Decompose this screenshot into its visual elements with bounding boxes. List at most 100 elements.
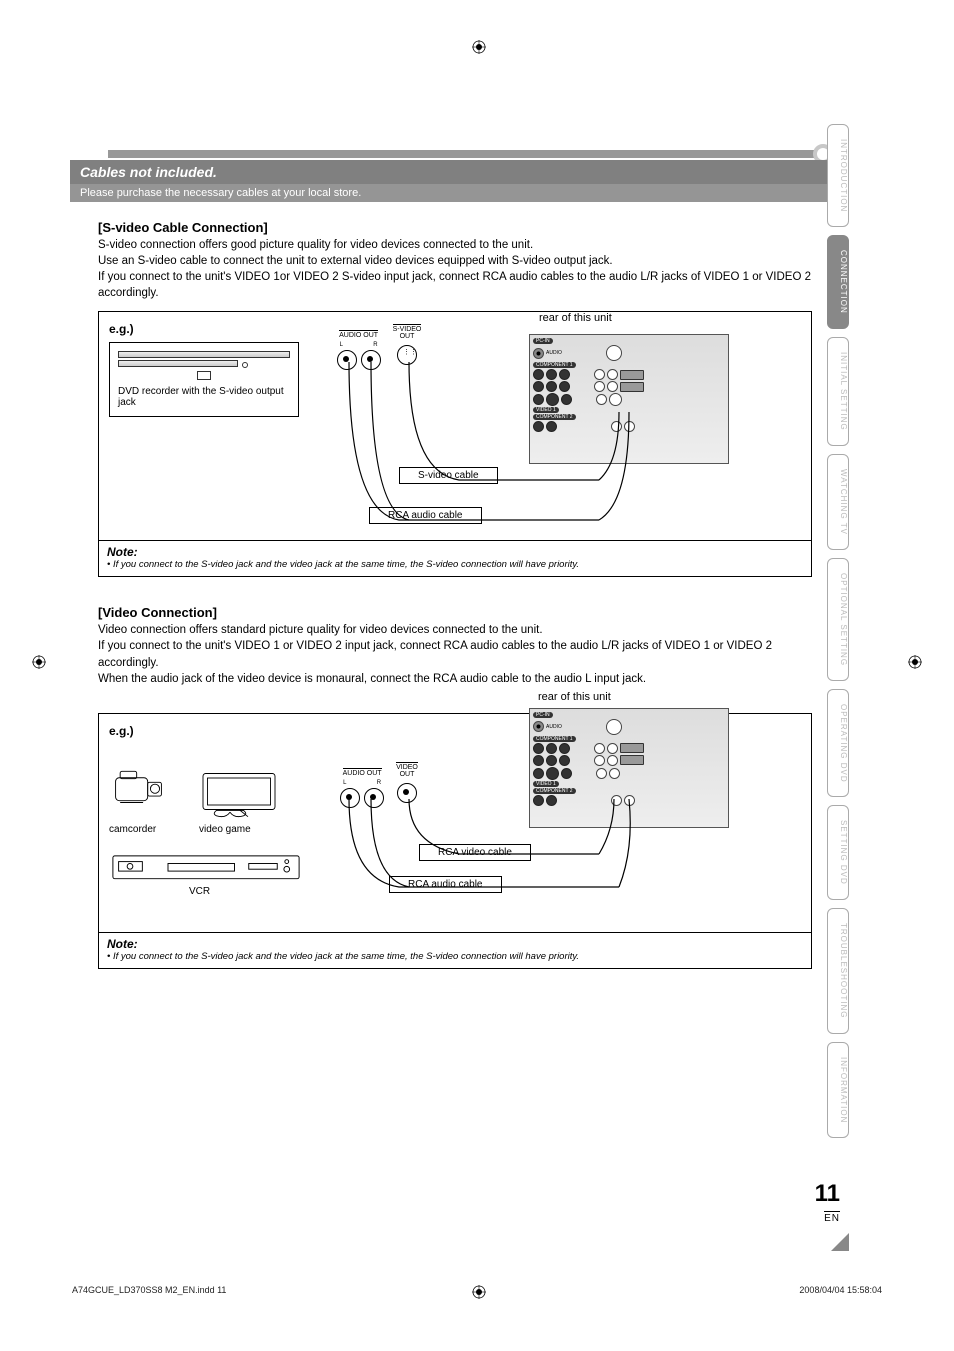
page-content: Cables not included. Please purchase the… [70, 120, 840, 969]
mini-jack [624, 795, 635, 806]
mini-jack [561, 768, 572, 779]
page-corner-triangle [831, 1233, 849, 1251]
rear-label-2: rear of this unit [538, 691, 954, 703]
comp2-label: COMPONENT 2 [533, 414, 576, 420]
mini-jack [546, 795, 557, 806]
tab-introduction[interactable]: INTRODUCTION [827, 124, 849, 227]
video-out-label: VIDEO OUT [396, 762, 418, 778]
mini-jack [533, 721, 544, 732]
mini-jack [559, 755, 570, 766]
mini-jack [559, 381, 570, 392]
note-text: • If you connect to the S-video jack and… [107, 559, 803, 570]
mini-jack [546, 767, 559, 780]
tab-connection[interactable]: CONNECTION [827, 235, 849, 329]
mini-jack [546, 743, 557, 754]
vcr-icon [111, 854, 301, 883]
rca-audio-cable-label: RCA audio cable [369, 507, 482, 524]
mini-jack [594, 743, 605, 754]
svideo-p3: If you connect to the unit's VIDEO 1or V… [98, 269, 812, 301]
mini-jack [607, 369, 618, 380]
note-title-2: Note: [107, 937, 803, 951]
audio-label: AUDIO [546, 350, 562, 356]
mini-jack [606, 719, 622, 735]
mini-jack [533, 755, 544, 766]
dvd-recorder-box: DVD recorder with the S-video output jac… [109, 342, 299, 417]
crop-mark-bottom [472, 1285, 486, 1299]
mini-jack [546, 393, 559, 406]
mini-jack [546, 369, 557, 380]
audio-out-label-2: AUDIO OUT [343, 768, 382, 777]
comp1-label-2: COMPONENT 1 [533, 736, 576, 742]
tab-operating-dvd[interactable]: OPERATING DVD [827, 689, 849, 798]
rear-panel-1: PC-IN AUDIO COMPONENT 1 VIDEO 1 COMPONEN… [529, 334, 729, 464]
l-label-2: L [343, 780, 346, 786]
audio-label-2: AUDIO [546, 724, 562, 730]
camcorder-label: camcorder [109, 824, 156, 835]
mini-jack [546, 755, 557, 766]
pcin-label: PC-IN [533, 338, 553, 344]
svideo-diagram: e.g.) DVD recorder with the S-video outp… [98, 311, 812, 541]
section-tabs: INTRODUCTION CONNECTION INITIAL SETTING … [827, 124, 849, 1138]
l-label: L [340, 342, 343, 348]
rca-video-cable-label: RCA video cable [419, 844, 531, 861]
audio-out-jacks: AUDIO OUT LR S-VIDEO OUT [329, 324, 429, 370]
mini-jack [533, 394, 544, 405]
device-slot [118, 351, 290, 358]
video-jack [397, 783, 417, 803]
rear-panel-2: PC-IN AUDIO COMPONENT 1 VIDEO 1 COMPONEN… [529, 708, 729, 828]
mini-jack [559, 743, 570, 754]
tab-setting-dvd[interactable]: SETTING DVD [827, 805, 849, 900]
mini-jack [561, 394, 572, 405]
audio-r-jack-2 [364, 788, 384, 808]
mini-jack [533, 348, 544, 359]
videogame-icon [194, 769, 284, 819]
tab-initial-setting[interactable]: INITIAL SETTING [827, 337, 849, 446]
hdmi-slot [620, 370, 644, 380]
pcin-label-2: PC-IN [533, 712, 553, 718]
mini-jack [533, 421, 544, 432]
note-box-1: Note: • If you connect to the S-video ja… [98, 541, 812, 577]
tab-information[interactable]: INFORMATION [827, 1042, 849, 1138]
camcorder-icon [111, 764, 166, 810]
mini-jack [533, 743, 544, 754]
mini-jack [533, 369, 544, 380]
mini-jack [594, 381, 605, 392]
mini-jack [611, 421, 622, 432]
mini-jack [533, 795, 544, 806]
comp2-label-2: COMPONENT 2 [533, 788, 576, 794]
footer-timestamp: 2008/04/04 15:58:04 [799, 1285, 882, 1295]
tab-optional-setting[interactable]: OPTIONAL SETTING [827, 558, 849, 681]
footer-filename: A74GCUE_LD370SS8 M2_EN.indd 11 [72, 1285, 226, 1295]
video1-label-2: VIDEO 1 [533, 781, 559, 787]
comp1-label: COMPONENT 1 [533, 362, 576, 368]
hdmi-slot [620, 755, 644, 765]
hdmi-slot [620, 743, 644, 753]
banner-title: Cables not included. [80, 164, 830, 180]
vcr-label: VCR [189, 886, 210, 897]
crop-mark-left [32, 655, 46, 669]
video-p1: Video connection offers standard picture… [98, 622, 812, 638]
videogame-label: video game [199, 824, 251, 835]
video1-label: VIDEO 1 [533, 407, 559, 413]
tab-troubleshooting[interactable]: TROUBLESHOOTING [827, 908, 849, 1033]
audio-r-jack [361, 350, 381, 370]
audio-l-jack-2 [340, 788, 360, 808]
mini-jack [609, 768, 620, 779]
mini-jack [609, 393, 622, 406]
svideo-cable-label: S-video cable [399, 467, 498, 484]
note-text-2: • If you connect to the S-video jack and… [107, 951, 803, 962]
mini-jack [596, 394, 607, 405]
mini-jack [607, 743, 618, 754]
page-number-value: 11 [815, 1180, 840, 1208]
mini-jack [606, 345, 622, 361]
device-tray [197, 371, 211, 380]
mini-jack [607, 381, 618, 392]
device-dot [242, 362, 248, 368]
tab-watching-tv[interactable]: WATCHING TV [827, 454, 849, 550]
svideo-section: [S-video Cable Connection] S-video conne… [70, 220, 840, 577]
mini-jack [594, 755, 605, 766]
audio-video-out-jacks: AUDIO OUT L R VIDEO OUT [329, 762, 429, 808]
r-label-2: R [377, 780, 381, 786]
video-diagram: e.g.) camcorder video game [98, 713, 812, 933]
mini-jack [611, 795, 622, 806]
